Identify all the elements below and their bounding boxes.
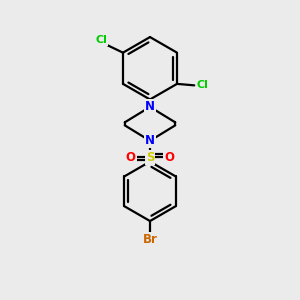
Text: O: O xyxy=(164,151,174,164)
Text: N: N xyxy=(145,134,155,147)
Text: Cl: Cl xyxy=(197,80,208,90)
Text: Cl: Cl xyxy=(95,35,107,45)
Text: S: S xyxy=(146,151,154,164)
Text: N: N xyxy=(145,100,155,113)
Text: Br: Br xyxy=(142,233,158,246)
Text: O: O xyxy=(126,151,136,164)
